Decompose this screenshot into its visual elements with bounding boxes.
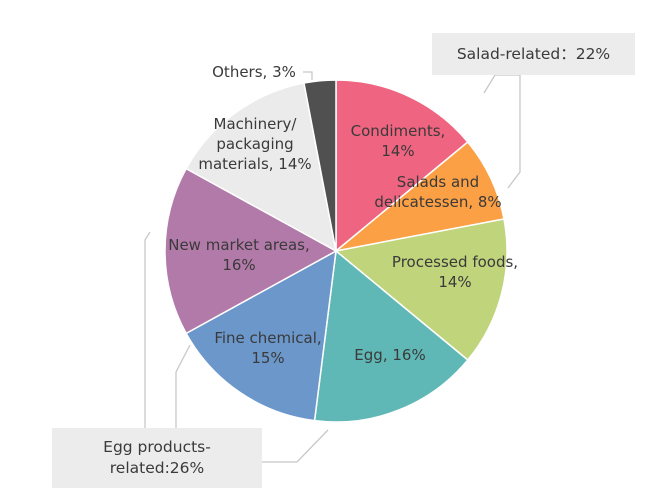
egg-group-label-line-2: related:26%	[109, 459, 205, 477]
slice-label-line: delicatessen, 8%	[374, 193, 501, 211]
egg-group-label-line-1: Egg products-	[103, 438, 211, 456]
slice-label-line: materials, 14%	[198, 155, 311, 173]
slice-label-new-market-areas: New market areas, 16%	[168, 236, 310, 274]
slice-label-line: Machinery/	[214, 115, 298, 133]
pie-slice-processed-foods	[334, 218, 508, 362]
slice-label-line: New market areas,	[168, 236, 310, 254]
pie-slice-egg	[313, 249, 469, 423]
salad-related-group-label: Salad-related：22%	[432, 33, 635, 75]
pie-slice-others	[303, 79, 337, 252]
slice-label-line: Others, 3%	[212, 63, 296, 81]
slice-label-egg: Egg, 16%	[354, 346, 425, 364]
pie-labels: Condiments, 14% Salads and delicatessen, 8%…	[168, 63, 518, 367]
slice-label-processed-foods: Processed foods, 14%	[392, 253, 518, 291]
others-leader-line	[303, 71, 313, 80]
egg-group-leader-outer	[144, 231, 151, 428]
slice-label-line: Condiments,	[351, 122, 446, 140]
slice-label-others: Others, 3%	[212, 63, 296, 81]
egg-group-leader-inner	[175, 344, 191, 428]
slice-label-line: Fine chemical,	[214, 329, 321, 347]
pie-slice-condiments	[335, 79, 469, 253]
slice-label-machinery-packaging-materials: Machinery/packaging materials, 14%	[198, 115, 311, 173]
slice-label-condiments: Condiments, 14%	[351, 122, 446, 160]
slice-label-line: 16%	[222, 256, 255, 274]
slice-label-salads-and-delicatessen: Salads and delicatessen, 8%	[374, 173, 501, 211]
slice-label-line: 14%	[381, 142, 414, 160]
slice-label-line: 14%	[438, 273, 471, 291]
slice-label-line: 15%	[251, 349, 284, 367]
salad-group-leader-line	[483, 74, 521, 189]
leader-lines	[144, 71, 521, 463]
slice-label-fine-chemical: Fine chemical, 15%	[214, 329, 321, 367]
egg-products-related-group-label: Egg products- related:26%	[52, 428, 262, 488]
pie-slice-new-market-areas	[164, 167, 338, 335]
pie-slices	[164, 79, 508, 423]
slice-label-line: Processed foods,	[392, 253, 518, 271]
egg-group-leader-bottom	[262, 429, 329, 463]
slice-label-line: packaging	[216, 135, 293, 153]
pie-slice-machinery-packaging-materials	[185, 82, 338, 253]
pie-slice-fine-chemical	[185, 249, 337, 422]
slice-label-line: Salads and	[397, 173, 479, 191]
slice-label-line: Egg, 16%	[354, 346, 425, 364]
